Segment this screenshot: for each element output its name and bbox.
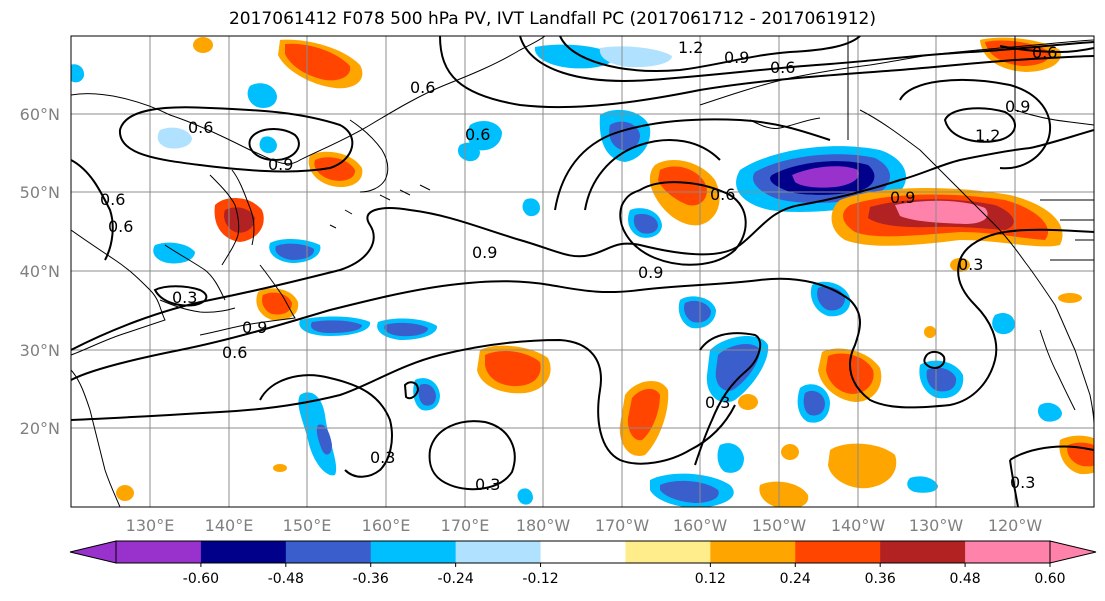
contour-label: 0.9 [472,243,497,262]
map-frame [70,35,1095,508]
contour-label: 0.6 [1032,43,1057,62]
colorbar-swatch [965,541,1051,563]
lat-label: 30°N [20,341,60,360]
contour-label: 0.3 [958,255,983,274]
contour-label: 1.2 [975,126,1000,145]
colorbar-swatch [200,541,287,563]
contour-label: 0.3 [172,288,197,307]
lat-label: 50°N [20,183,60,202]
lon-label: 140°W [831,516,886,535]
colorbar-arrow-left [69,540,117,564]
colorbar-swatch [285,541,372,563]
colorbar [69,540,1097,564]
contour-label: 0.6 [710,185,735,204]
contour-label: 0.3 [475,475,500,494]
contour-label: 0.6 [410,78,435,97]
lon-label: 170°E [441,516,490,535]
contour-label: 0.6 [108,217,133,236]
lat-label: 20°N [20,419,60,438]
longitude-labels: 130°E 140°E 150°E 160°E 170°E 180°W 170°… [126,516,1043,535]
colorbar-tick-label: -0.12 [522,571,558,587]
colorbar-tick-label: -0.48 [268,571,304,587]
colorbar-swatch [625,541,711,563]
colorbar-tick-label: 0.12 [695,571,726,587]
contour-label: 0.9 [268,155,293,174]
contour-label: 0.6 [188,118,213,137]
colorbar-tick-label: 0.36 [865,571,896,587]
contour-label: 0.3 [1010,473,1035,492]
contour-label: 0.6 [222,343,247,362]
lon-label: 130°E [126,516,175,535]
colorbar-swatch [540,541,626,563]
colorbar-outline [115,540,1051,564]
colorbar-ticks: -0.60 -0.48 -0.36 -0.24 -0.12 0.12 0.24 0.36 0.4… [183,563,1066,587]
graticule [71,36,1094,507]
contour-label: 0.6 [770,58,795,77]
lat-label: 60°N [20,105,60,124]
lon-label: 160°E [362,516,411,535]
colorbar-swatch [116,541,202,563]
map-title: 2017061412 F078 500 hPa PV, IVT Landfall… [228,9,876,29]
contour-label: 0.3 [370,448,395,467]
colorbar-arrow-right [1049,540,1097,564]
contour-label: 0.6 [465,125,490,144]
colorbar-swatch [710,541,796,563]
contour-labels: 1.2 0.9 0.6 0.6 0.6 0.9 0.6 0.9 1.2 0.6 … [100,38,1057,494]
lon-label: 150°E [283,516,332,535]
contour-label: 0.6 [100,190,125,209]
lon-label: 130°W [909,516,964,535]
coastlines [71,36,1094,507]
contour-label: 0.9 [1005,97,1030,116]
lon-label: 150°W [752,516,807,535]
colorbar-tick-label: 0.60 [1034,571,1065,587]
contour-label: 0.9 [242,318,267,337]
lon-label: 160°W [673,516,728,535]
colorbar-swatch [370,541,457,563]
colorbar-swatch [795,541,881,563]
lat-label: 40°N [20,262,60,281]
pv-contours [71,36,1094,507]
colorbar-tick-label: -0.24 [438,571,474,587]
contour-label: 0.3 [705,393,730,412]
colorbar-tick-label: 0.24 [780,571,811,587]
latitude-labels: 60°N 50°N 40°N 30°N 20°N [20,105,60,438]
colorbar-swatch [455,541,542,563]
contour-label: 0.9 [724,48,749,67]
lon-label: 180°W [516,516,571,535]
lon-label: 140°E [205,516,254,535]
colorbar-tick-label: -0.60 [183,571,219,587]
contour-label: 0.9 [890,188,915,207]
colorbar-swatch [880,541,966,563]
lon-label: 170°W [595,516,650,535]
colorbar-tick-label: 0.48 [950,571,981,587]
colorbar-tick-label: -0.36 [353,571,389,587]
contour-label: 0.9 [638,263,663,282]
contour-label: 1.2 [678,38,703,57]
lon-label: 120°W [988,516,1043,535]
